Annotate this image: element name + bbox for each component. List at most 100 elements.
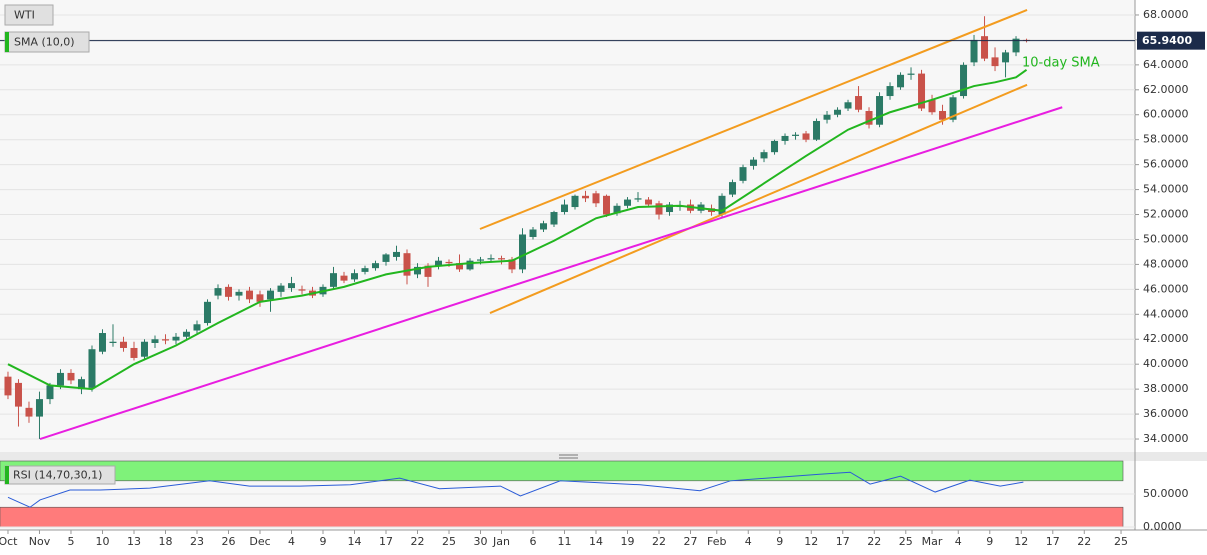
annotation: 10-day SMA [1022,56,1100,71]
y-tick-label: 44.0000 [1143,307,1189,320]
last-price-box [1137,31,1205,50]
rsi-band [0,506,1124,528]
candle-body [624,199,632,206]
legend-box[interactable] [4,4,54,26]
legend-swatch [5,466,9,484]
candle-body [445,261,453,264]
candle-body [813,120,821,140]
instrument-label: WTI [14,9,35,22]
x-tick-label: 4 [745,535,752,548]
candle-body [792,134,800,136]
main-panel [0,0,1135,452]
candle-body [981,36,989,59]
candle-body [350,273,358,280]
y-tick-label: 42.0000 [1143,332,1189,345]
candle-body [98,333,106,352]
panel-separator[interactable] [0,452,1207,461]
candle-body [130,347,138,358]
y-tick-label: 68.0000 [1143,8,1189,21]
candle-body [970,39,978,63]
x-tick-label: 4 [955,535,962,548]
x-tick-label: Jan [492,535,510,548]
candle-body [245,290,253,300]
candle-body [771,140,779,153]
candle-body [67,372,75,381]
y-tick-label: 62.0000 [1143,83,1189,96]
x-tick-label: 4 [288,535,295,548]
candle-body [540,223,548,230]
candle-body [298,289,306,291]
candle-body [435,260,443,266]
candle-body [4,376,12,396]
x-tick-label: 19 [621,535,635,548]
y-tick-label: 52.0000 [1143,208,1189,221]
x-tick-label: 11 [558,535,572,548]
x-tick-label: 22 [652,535,666,548]
rsi-line [7,471,1024,508]
candle-body [519,234,527,270]
x-tick-label: Oct [0,535,18,548]
y-tick-label: 46.0000 [1143,282,1189,295]
candle-body [361,268,369,272]
candle-body [949,97,957,120]
candle-body [802,133,810,140]
candle-body [487,258,495,260]
candle-body [582,195,590,199]
legend-swatch [5,32,9,52]
rsi-label: RSI (14,70,30,1) [13,469,102,482]
candle-body [151,339,159,343]
y-tick-label: 54.0000 [1143,183,1189,196]
y-tick-label: 34.0000 [1143,432,1189,445]
x-tick-label: Nov [29,535,51,548]
candle-body [991,57,999,67]
candle-body [655,203,663,215]
x-tick-label: Mar [922,535,943,548]
x-tick-label: 12 [1014,535,1028,548]
candle-body [287,283,295,289]
candle-body [876,96,884,125]
candle-body [329,273,337,287]
candle-body [907,73,915,75]
candle-body [235,291,243,296]
rsi-tick-label: 50.0000 [1143,487,1189,500]
x-tick-label: 30 [474,535,488,548]
candle-body [414,266,422,275]
candle-body [897,74,905,88]
trend-line [489,83,1028,314]
candle-body [613,205,621,214]
candle-body [603,195,611,215]
candle-body [277,285,285,292]
x-tick-label: 25 [442,535,456,548]
x-tick-label: 25 [1114,535,1128,548]
x-tick-label: 10 [95,535,109,548]
candle-body [56,372,64,386]
x-tick-label: 25 [899,535,913,548]
y-tick-label: 60.0000 [1143,108,1189,121]
x-tick-label: 6 [530,535,537,548]
candle-body [939,111,947,120]
x-tick-label: 18 [158,535,172,548]
rsi-tick-label: 0.0000 [1143,520,1182,533]
x-tick-label: 17 [836,535,850,548]
candle-body [781,135,789,141]
grid [0,14,1139,534]
candle-body [571,195,579,208]
candle-body [645,199,653,205]
candle-body [266,290,274,300]
x-tick-label: 22 [867,535,881,548]
candle-body [88,349,96,388]
candle-body [77,379,85,390]
trend-line [479,9,1028,230]
candle-body [46,385,54,400]
candle-body [140,341,148,357]
x-tick-label: Dec [249,535,270,548]
candle-body [14,382,22,407]
candle-body [392,251,400,257]
candle-body [1002,52,1010,63]
indicator-label: SMA (10,0) [14,36,75,49]
candle-body [918,73,926,109]
rsi-band [0,460,1124,482]
candle-body [739,167,747,181]
candle-body [750,159,758,166]
candle-body [214,288,222,296]
